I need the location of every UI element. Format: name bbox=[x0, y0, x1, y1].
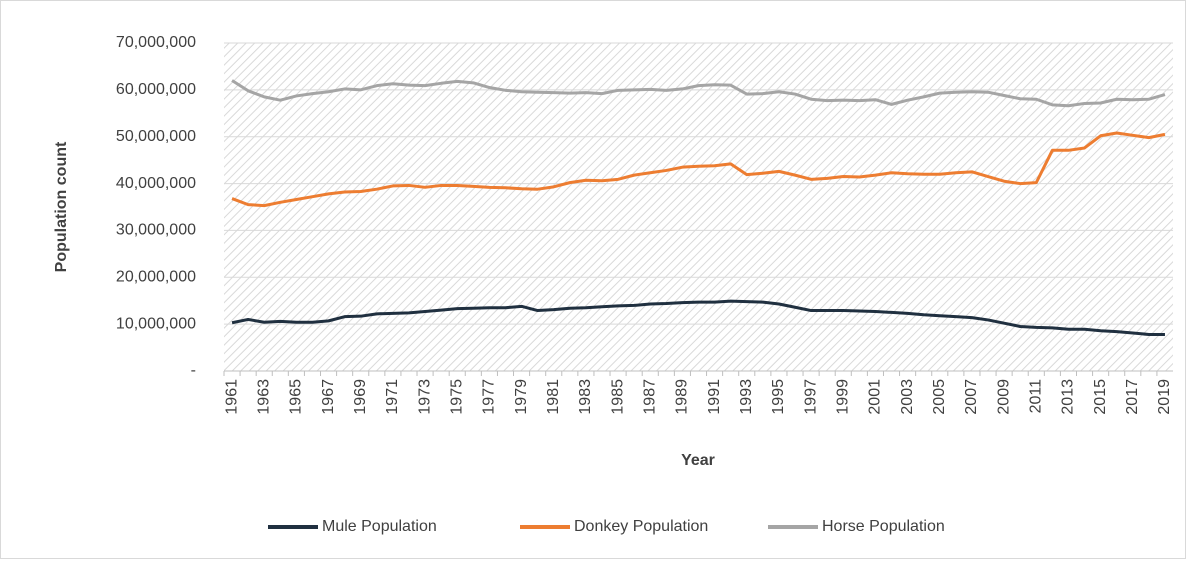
x-tick-label: 1999 bbox=[834, 379, 851, 415]
x-tick-label: 1977 bbox=[481, 379, 498, 415]
x-tick-label: 1961 bbox=[223, 379, 240, 415]
x-tick-label: 1981 bbox=[545, 379, 562, 415]
series-line bbox=[231, 79, 1166, 108]
x-tick-label: 1963 bbox=[255, 379, 272, 415]
x-tick-label: 2015 bbox=[1092, 379, 1109, 415]
y-tick-label: 20,000,000 bbox=[116, 269, 196, 286]
x-axis-title: Year bbox=[681, 452, 715, 469]
x-tick-label: 1967 bbox=[320, 379, 337, 415]
x-tick-label: 1987 bbox=[641, 379, 658, 415]
x-tick-label: 1997 bbox=[802, 379, 819, 415]
x-tick-label: 2019 bbox=[1156, 379, 1173, 415]
series-line bbox=[231, 299, 1165, 336]
y-axis-title: Population count bbox=[53, 141, 70, 272]
x-tick-label: 2009 bbox=[995, 379, 1012, 415]
x-tick-label: 2003 bbox=[899, 379, 916, 415]
x-tick-label: 1975 bbox=[448, 379, 465, 415]
y-tick-label: 30,000,000 bbox=[116, 222, 196, 239]
x-tick-label: 1973 bbox=[416, 379, 433, 415]
x-tick-label: 2001 bbox=[867, 379, 884, 415]
x-tick-label: 1965 bbox=[288, 379, 305, 415]
series-line bbox=[231, 131, 1166, 208]
y-tick-label: - bbox=[191, 362, 196, 379]
x-tick-label: 1989 bbox=[674, 379, 691, 415]
y-tick-label: 70,000,000 bbox=[116, 34, 196, 51]
x-tick-label: 1991 bbox=[706, 379, 723, 415]
x-tick-label: 2011 bbox=[1027, 379, 1044, 414]
plot-area bbox=[224, 43, 1173, 371]
x-tick-label: 1979 bbox=[513, 379, 530, 415]
y-tick-label: 10,000,000 bbox=[116, 315, 196, 332]
x-tick-label: 1995 bbox=[770, 379, 787, 415]
y-tick-label: 60,000,000 bbox=[116, 81, 196, 98]
x-tick-label: 2013 bbox=[1060, 379, 1077, 415]
x-tick-label: 1969 bbox=[352, 379, 369, 415]
y-tick-label: 50,000,000 bbox=[116, 128, 196, 145]
legend-label: Mule Population bbox=[322, 518, 437, 535]
x-tick-label: 1971 bbox=[384, 379, 401, 415]
y-tick-label: 40,000,000 bbox=[116, 175, 196, 192]
x-tick-label: 2007 bbox=[963, 379, 980, 415]
legend-label: Donkey Population bbox=[574, 518, 708, 535]
legend-label: Horse Population bbox=[822, 518, 945, 535]
x-tick-label: 2017 bbox=[1124, 379, 1141, 415]
x-tick-label: 1985 bbox=[609, 379, 626, 415]
x-tick-label: 1993 bbox=[738, 379, 755, 415]
x-tick-label: 2005 bbox=[931, 379, 948, 415]
x-tick-label: 1983 bbox=[577, 379, 594, 415]
